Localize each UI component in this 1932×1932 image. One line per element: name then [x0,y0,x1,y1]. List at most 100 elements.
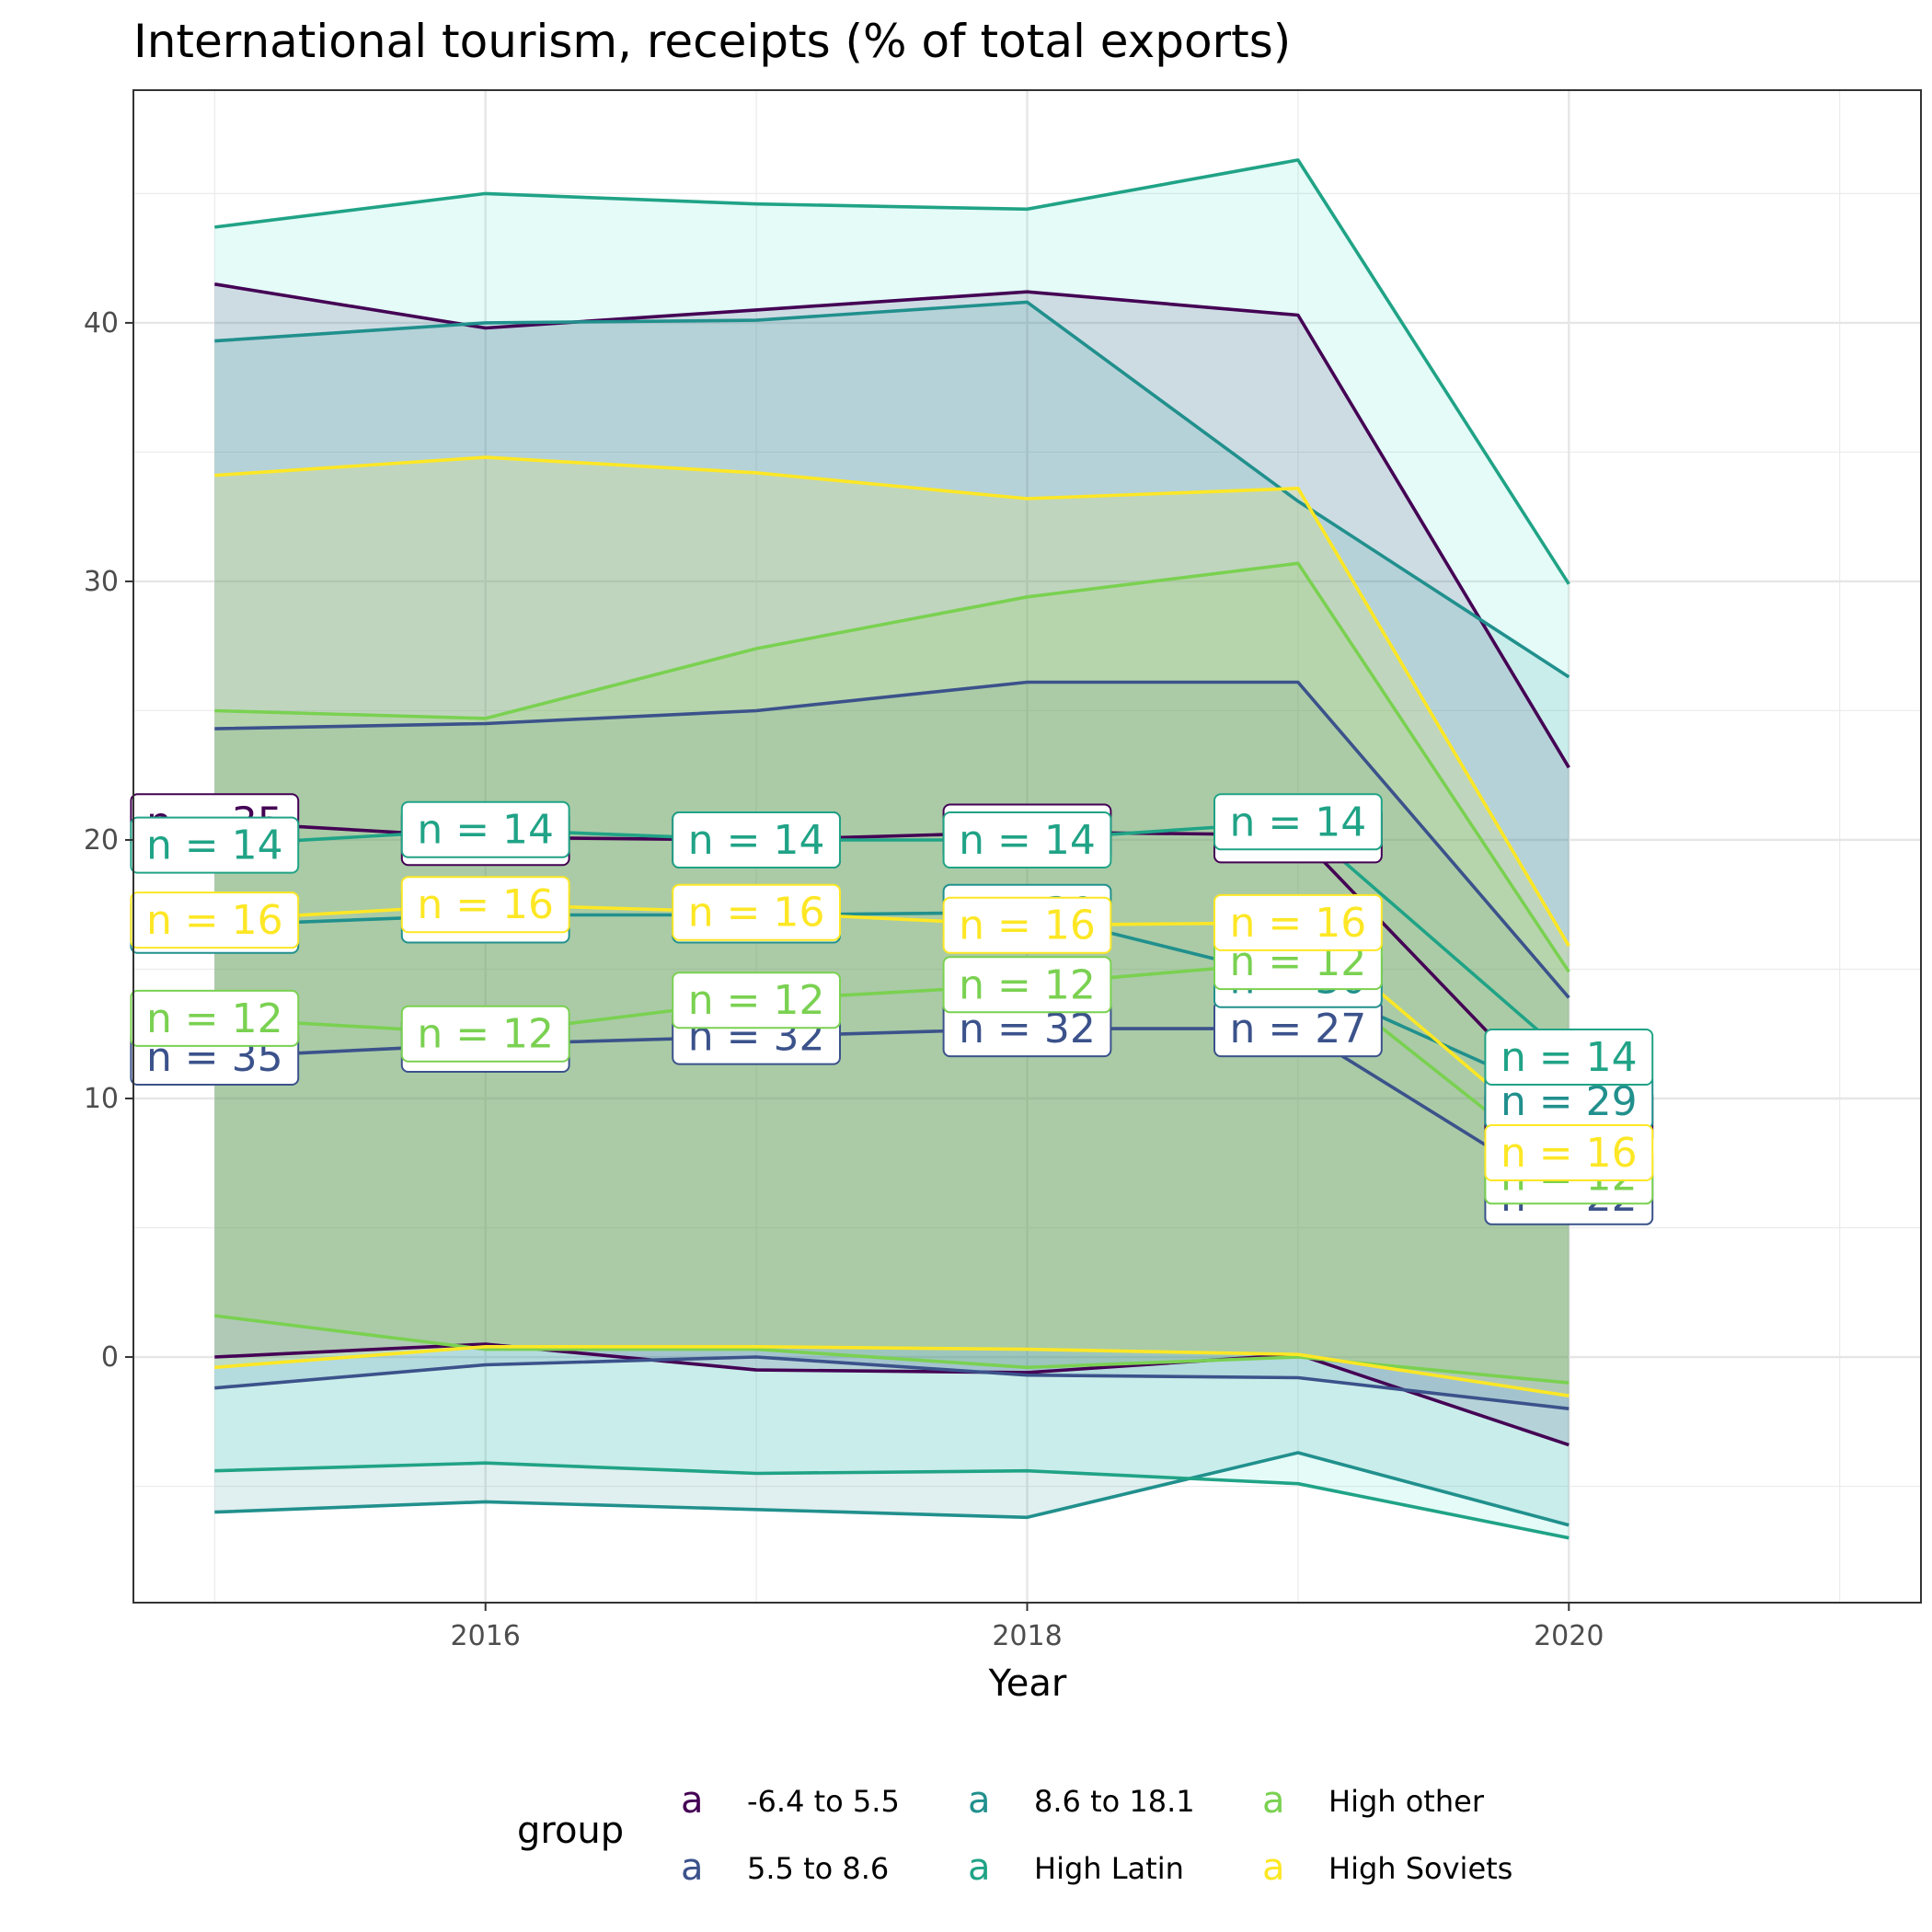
legend-label: High Soviets [1328,1851,1512,1886]
n-label-text: n = 16 [959,903,1096,949]
legend-label: 5.5 to 8.6 [747,1851,889,1886]
n-label-box [672,883,842,941]
series-lower-line-2 [214,1451,1570,1527]
n-label-box [1484,1029,1654,1086]
n-label-text: n = 32 [959,1006,1096,1052]
n-label-text: n = 14 [417,807,554,854]
legend-key: a [681,1779,704,1822]
ribbon-3 [214,159,1570,1538]
n-label: n = 14 [400,800,570,858]
n-label-box [130,989,300,1047]
n-label-text: n = 12 [417,1011,554,1058]
axes: 2016 2018 2020 0 10 20 30 40 [84,307,1604,1652]
legend: group a -6.4 to 5.5 a 5.5 to 8.6 a 8.6 to 18.… [517,1779,1512,1889]
ribbon-4 [214,563,1570,1384]
n-label-box [1484,1124,1654,1181]
n-label-text: n = 16 [688,890,825,937]
legend-label: 8.6 to 18.1 [1034,1784,1195,1819]
n-label: n = 29 [1484,1072,1654,1130]
n-label: n = 32 [942,1000,1112,1058]
legend-key: a [1262,1779,1285,1822]
n-label-text: n = 16 [417,881,554,928]
grid [133,90,1921,1603]
series-upper-line-3 [214,158,1570,585]
series-upper-line-5 [214,455,1570,948]
n-label: n = 16 [130,891,300,949]
n-label-box [400,800,570,858]
legend-key: a [681,1846,704,1889]
series-upper-line-2 [214,300,1570,679]
n-label-box [130,816,300,874]
n-label-box [1213,793,1383,851]
legend-item: a -6.4 to 5.5 [681,1779,900,1822]
series-upper-line-4 [214,561,1570,973]
n-label-text: n = 12 [959,961,1096,1008]
series-lower-line-1 [214,1355,1570,1410]
n-label-box [400,1005,570,1063]
x-tick-label: 2016 [451,1620,521,1652]
n-label-box [942,956,1112,1014]
n-label-box [942,896,1112,954]
n-label-text: n = 29 [1501,1078,1638,1125]
n-label: n = 14 [672,811,842,868]
n-label: n = 14 [1213,793,1383,851]
y-tick-label: 20 [84,824,119,857]
n-labels: n = 35n = 35n = 34n = 34n = 35n = 29n = … [130,793,1654,1225]
n-label: n = 12 [130,989,300,1047]
n-label-text: n = 14 [688,817,825,864]
legend-key: a [968,1846,991,1889]
n-label-text: n = 14 [959,817,1096,864]
n-label-box [400,876,570,934]
series-lower-line-0 [214,1342,1570,1447]
n-label-text: n = 12 [688,977,825,1024]
n-label: n = 16 [1213,893,1383,951]
series-upper-line-1 [214,680,1570,999]
legend-key: a [1262,1846,1285,1889]
n-label-text: n = 14 [1501,1034,1638,1081]
n-label-text: n = 14 [146,822,283,869]
ribbon-0 [214,283,1570,1445]
n-label-box [130,891,300,949]
n-label: n = 14 [1484,1029,1654,1086]
n-label: n = 14 [942,811,1112,868]
n-label-box [942,811,1112,868]
n-label: n = 27 [1213,1000,1383,1058]
n-label-box [672,811,842,868]
n-label: n = 16 [1484,1124,1654,1181]
n-label: n = 12 [942,956,1112,1014]
y-tick-label: 30 [84,566,119,598]
n-label-text: n = 12 [146,995,283,1042]
n-label: n = 12 [400,1005,570,1063]
n-label-box [672,972,842,1029]
chart-title: International tourism, receipts (% of to… [133,15,1291,68]
legend-item: a 5.5 to 8.6 [681,1846,889,1889]
n-label-text: n = 27 [1230,1006,1367,1052]
n-label: n = 12 [672,972,842,1029]
y-tick-label: 0 [101,1341,119,1374]
x-tick-label: 2018 [992,1620,1062,1652]
series-upper-line-0 [214,282,1570,769]
legend-title: group [517,1810,624,1852]
n-label: n = 16 [942,896,1112,954]
ribbon-5 [214,457,1570,1397]
n-label-text: n = 16 [146,897,283,944]
legend-label: -6.4 to 5.5 [747,1784,900,1819]
y-tick-label: 40 [84,307,119,339]
n-label-text: n = 16 [1501,1130,1638,1177]
x-axis-title: Year [988,1662,1067,1705]
legend-item: a High other [1262,1779,1485,1822]
n-label: n = 16 [400,876,570,934]
legend-item: a 8.6 to 18.1 [968,1779,1195,1822]
series-lower-line-5 [214,1345,1570,1397]
x-tick-label: 2020 [1534,1620,1604,1652]
legend-item: a High Latin [968,1846,1184,1889]
n-label-text: n = 16 [1230,900,1367,947]
n-label-text: n = 14 [1230,799,1367,845]
legend-label: High other [1328,1784,1485,1819]
legend-key: a [968,1779,991,1822]
legend-item: a High Soviets [1262,1846,1512,1889]
series-lower-line-3 [214,1461,1570,1540]
legend-label: High Latin [1034,1851,1184,1886]
